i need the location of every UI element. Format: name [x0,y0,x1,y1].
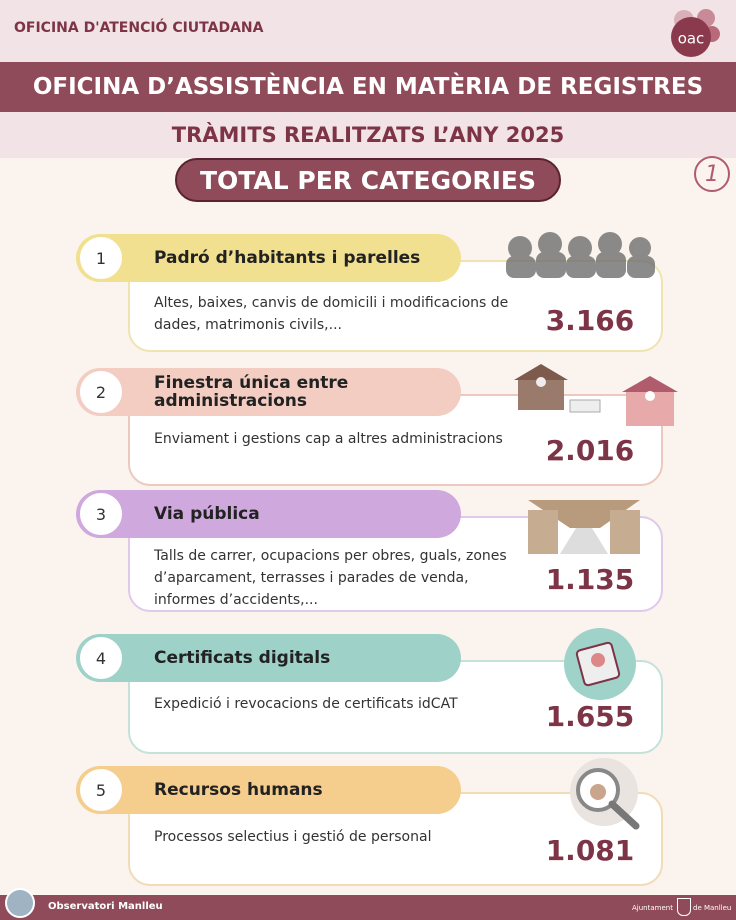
category-number: 4 [77,634,125,682]
category-total: 1.135 [545,563,635,596]
category-total: 2.016 [545,434,635,467]
title: OFICINA D’ASSISTÈNCIA EN MATÈRIA DE REGI… [0,62,736,112]
logo: oac [671,9,720,57]
category-description: Enviament i gestions cap a altres admini… [154,431,503,447]
organization: OFICINA D'ATENCIÓ CIUTADANA [14,20,264,36]
category-header: Via pública [76,490,461,538]
category-total: 1.655 [545,700,635,733]
category-number: 5 [77,766,125,814]
section-heading: TOTAL PER CATEGORIES [175,158,561,202]
category-description: Expedició i revocacions de certificats i… [154,696,458,712]
footer [0,895,736,920]
category-number: 2 [77,368,125,416]
category-description: Processos selectius i gestió de personal [154,829,432,845]
category-total: 3.166 [545,304,635,337]
footer-right-2: de Manlleu [693,904,732,912]
category-header: Padró d’habitants i parelles [76,234,461,282]
footer-right-1: Ajuntament [632,904,673,912]
category-total: 1.081 [545,834,635,867]
footer-left: Observatori Manlleu [48,901,163,912]
footer-avatar [5,888,35,918]
category-description: Talls de carrer, ocupacions per obres, g… [154,548,507,608]
category-description: Altes, baixes, canvis de domicili i modi… [154,295,509,333]
category-header: Certificats digitals [76,634,461,682]
page-number: 1 [694,156,730,192]
category-number: 1 [77,234,125,282]
category-number: 3 [77,490,125,538]
logo-text: oac [678,30,705,48]
top-band [0,0,736,62]
category-header: Finestra única entre administracions [76,368,461,416]
category-header: Recursos humans [76,766,461,814]
subtitle: TRÀMITS REALITZATS L’ANY 2025 [0,112,736,158]
footer-crest [677,898,691,916]
